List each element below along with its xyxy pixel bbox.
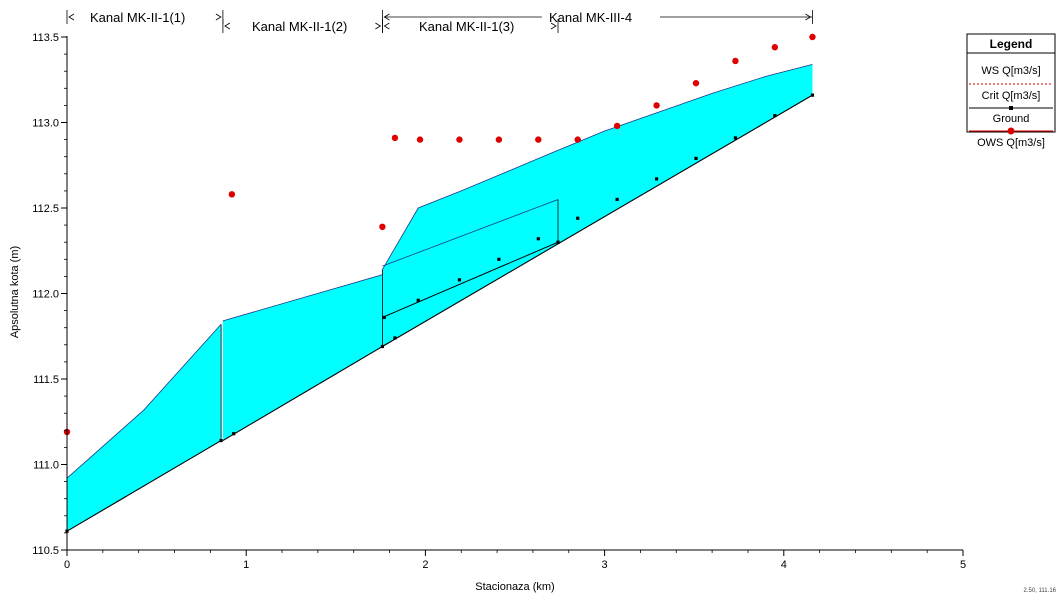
legend-entry-ws: WS Q[m3/s] bbox=[981, 65, 1040, 77]
reach-marker-2-arrow-right bbox=[375, 22, 382, 30]
profile-lines bbox=[66, 63, 813, 532]
legend-box bbox=[966, 33, 1056, 133]
ows-point bbox=[228, 191, 236, 198]
crit-point bbox=[382, 315, 386, 320]
ground-line-3 bbox=[382, 94, 813, 347]
ground-line-sub bbox=[382, 241, 559, 318]
crit-point bbox=[219, 438, 223, 443]
crit-point bbox=[615, 197, 619, 202]
legend-entry-crit: Crit Q[m3/s] bbox=[982, 90, 1041, 102]
crit-point bbox=[393, 336, 397, 340]
reach-marker-1-arrow-right bbox=[215, 13, 222, 21]
ows-point bbox=[391, 134, 399, 142]
ows-point bbox=[653, 102, 660, 109]
y-tick-label: 112.0 bbox=[32, 289, 59, 301]
ows-point bbox=[771, 44, 779, 51]
crit-point bbox=[576, 216, 580, 220]
water-area-reach-1 bbox=[67, 324, 222, 532]
x-axis-label: Stacionaza (km) bbox=[475, 581, 554, 593]
y-tick-label: 111.5 bbox=[33, 374, 59, 386]
water-surface-line-2 bbox=[222, 274, 383, 322]
crit-point bbox=[232, 432, 236, 436]
ows-point bbox=[535, 136, 542, 143]
crit-point bbox=[733, 136, 738, 140]
crit-point bbox=[654, 177, 659, 181]
ows-point bbox=[692, 79, 700, 87]
water-area bbox=[67, 64, 813, 532]
ows-point bbox=[732, 57, 739, 65]
crit-point bbox=[773, 114, 777, 118]
ground-line-2 bbox=[222, 346, 383, 442]
reach-label-1: Kanal MK-II-1(1) bbox=[90, 10, 185, 25]
reach-marker-3-arrow-right bbox=[550, 22, 557, 30]
crit-point bbox=[810, 93, 815, 97]
ows-point bbox=[809, 33, 816, 41]
water-surface-line-sub bbox=[382, 199, 559, 267]
legend-title: Legend bbox=[990, 37, 1033, 51]
ows-point bbox=[416, 136, 424, 143]
reach-label-4: Kanal MK-III-4 bbox=[549, 10, 632, 25]
legend: Legend WS Q[m3/s] Crit Q[m3/s] Ground OW… bbox=[966, 33, 1056, 149]
ows-point bbox=[574, 136, 581, 143]
axes: Stacionaza (km) Apsolutna kota (m) 0 1 2 3 4… bbox=[9, 32, 966, 593]
crit-point bbox=[694, 156, 698, 161]
ows-point bbox=[456, 136, 463, 143]
crit-point bbox=[497, 257, 501, 261]
legend-swatch-crit-marker bbox=[1009, 106, 1013, 110]
crit-point bbox=[380, 344, 384, 349]
y-tick-label: 112.5 bbox=[32, 203, 59, 215]
legend-entry-ows: OWS Q[m3/s] bbox=[977, 137, 1045, 149]
ows-point bbox=[613, 122, 621, 130]
ground-line-1 bbox=[66, 440, 222, 532]
x-tick-label: 2 bbox=[422, 559, 428, 571]
x-tick-label: 5 bbox=[960, 559, 966, 571]
cursor-coordinate-readout: 2.50, 111.16 bbox=[1024, 588, 1057, 594]
legend-swatch-ows-marker bbox=[1007, 127, 1015, 135]
y-tick-label: 113.5 bbox=[32, 32, 59, 44]
water-area-reach-2 bbox=[222, 274, 383, 441]
y-axis-label: Apsolutna kota (m) bbox=[9, 246, 21, 338]
y-tick-label: 111.0 bbox=[33, 460, 59, 472]
x-tick-label: 3 bbox=[602, 559, 608, 571]
legend-entry-ground: Ground bbox=[993, 113, 1030, 125]
crit-point bbox=[536, 237, 540, 241]
y-tick-label: 110.5 bbox=[32, 545, 59, 557]
reach-label-3: Kanal MK-II-1(3) bbox=[419, 19, 514, 34]
reach-label-2: Kanal MK-II-1(2) bbox=[252, 19, 347, 34]
crit-point bbox=[556, 240, 560, 244]
reach-marker-1-arrow-left bbox=[68, 13, 75, 21]
x-tick-label: 4 bbox=[781, 559, 787, 571]
crit-point bbox=[416, 298, 420, 302]
water-surface-line-1 bbox=[66, 324, 222, 479]
reach-marker-3-arrow-left bbox=[383, 22, 390, 30]
water-area-reach-3 bbox=[382, 64, 813, 347]
ows-point bbox=[495, 136, 503, 143]
x-tick-label: 0 bbox=[64, 559, 70, 571]
reach-annotations: Kanal MK-II-1(1) Kanal MK-II-1(2) Kanal … bbox=[66, 10, 813, 34]
y-tick-label: 113.0 bbox=[32, 118, 59, 130]
ows-point bbox=[379, 223, 386, 231]
x-tick-label: 1 bbox=[243, 559, 249, 571]
reach-marker-2-arrow-left bbox=[224, 22, 231, 30]
crit-point bbox=[457, 278, 462, 282]
